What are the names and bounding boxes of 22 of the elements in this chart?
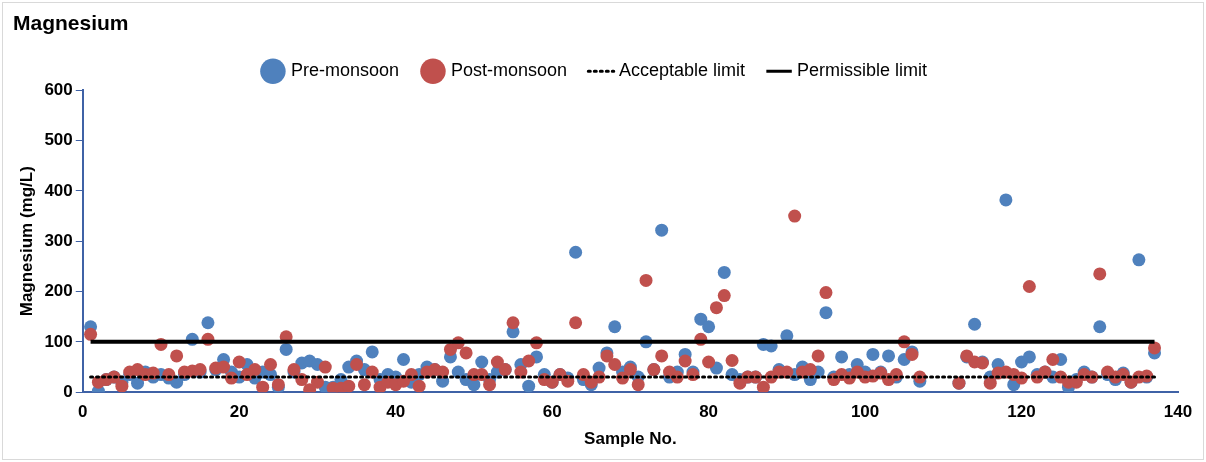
x-tick-label: 20 <box>229 402 249 422</box>
x-tick-label: 60 <box>542 402 562 422</box>
y-tick-label: 0 <box>63 381 73 401</box>
y-tick-label: 400 <box>44 180 73 200</box>
y-axis-title: Magnesium (mg/L) <box>16 166 36 317</box>
legend-label: Pre-monsoon <box>290 60 399 81</box>
x-tick-label: 40 <box>386 402 406 422</box>
x-axis-title: Sample No. <box>584 429 677 449</box>
x-tick-label: 120 <box>1007 402 1036 422</box>
chart-title: Magnesium <box>13 11 129 35</box>
x-tick-label: 140 <box>1163 402 1193 422</box>
legend-label: Post-monsoon <box>450 60 568 81</box>
y-tick-label: 500 <box>44 130 73 150</box>
x-tick-label: 80 <box>699 402 719 422</box>
legend-label: Acceptable limit <box>619 60 746 81</box>
legend-label: Permissible limit <box>797 60 928 81</box>
x-tick-label: 0 <box>78 402 88 422</box>
y-tick-label: 100 <box>44 331 73 351</box>
y-tick-label: 300 <box>44 230 73 250</box>
y-tick-label: 600 <box>44 79 73 99</box>
x-tick-label: 100 <box>850 402 880 422</box>
y-tick-label: 200 <box>44 281 73 301</box>
